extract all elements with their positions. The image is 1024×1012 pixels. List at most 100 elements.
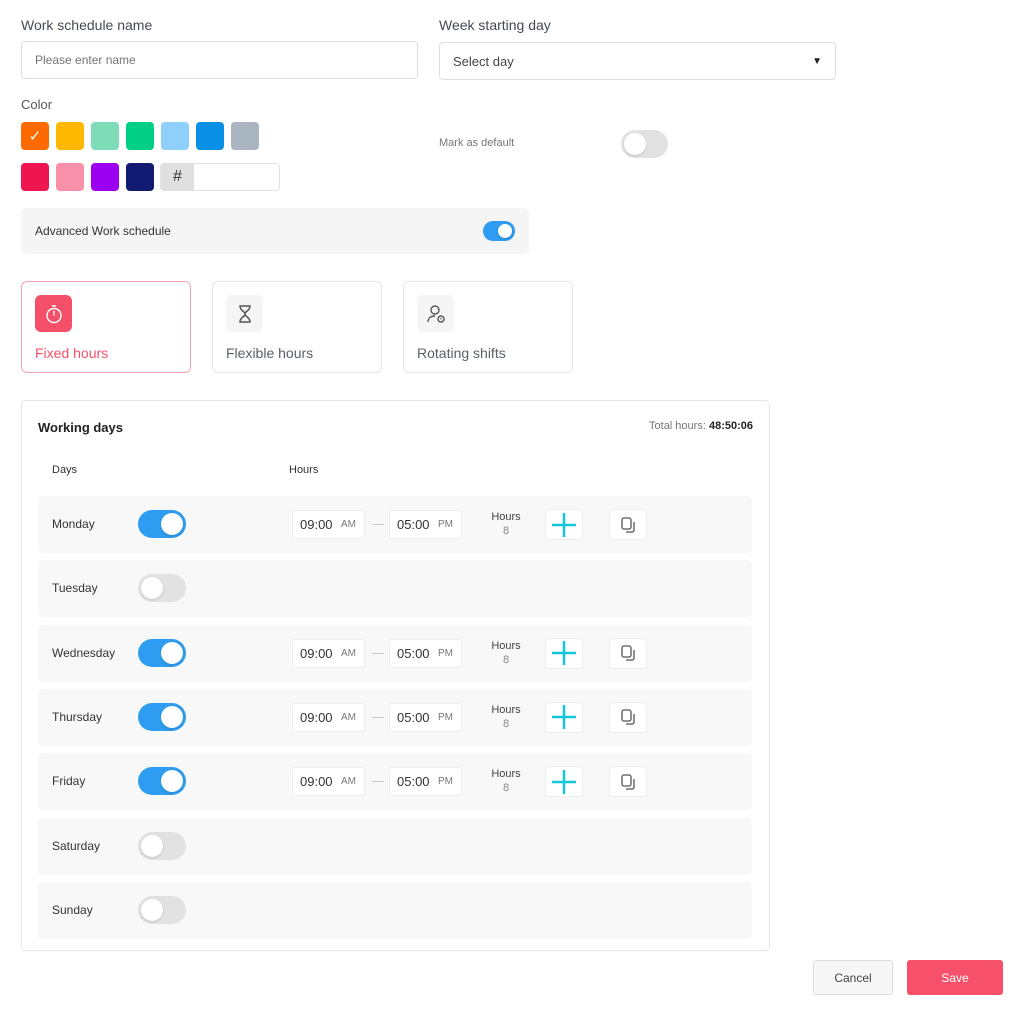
total-hours: Total hours: 48:50:06 [649, 420, 753, 432]
add-shift-button[interactable] [545, 766, 583, 798]
hours-value: 8 [502, 653, 510, 666]
day-name: Thursday [52, 709, 103, 724]
hours-label: Hours [491, 639, 521, 652]
copy-button[interactable] [609, 701, 647, 733]
type-rotating-shifts[interactable]: Rotating shifts [403, 281, 573, 373]
hex-color-input[interactable]: # [160, 163, 280, 191]
color-swatch[interactable] [126, 163, 154, 191]
end-time-input[interactable]: 05:00 PM [389, 510, 462, 539]
copy-button[interactable] [609, 509, 647, 540]
hours-label: Hours [491, 768, 521, 781]
end-ampm: PM [438, 776, 453, 788]
end-time-input[interactable]: 05:00 PM [389, 767, 462, 797]
start-time-input[interactable]: 09:00 AM [292, 510, 365, 539]
user-clock-icon [417, 295, 454, 332]
end-time-input[interactable]: 05:00 PM [389, 702, 462, 732]
save-button[interactable]: Save [907, 960, 1003, 995]
plus-icon [552, 641, 576, 666]
end-ampm: PM [438, 519, 453, 530]
color-swatch[interactable] [21, 163, 49, 191]
advanced-label: Advanced Work schedule [35, 224, 171, 238]
start-ampm: AM [341, 647, 356, 659]
color-swatch[interactable] [56, 163, 84, 191]
week-start-select[interactable]: Select day ▼ [439, 42, 836, 80]
end-time: 05:00 [397, 709, 430, 725]
advanced-panel: Advanced Work schedule [21, 208, 529, 254]
hours-count: Hours 8 [490, 639, 522, 667]
week-label: Week starting day [439, 17, 551, 33]
type-label: Flexible hours [226, 345, 314, 361]
day-toggle[interactable] [138, 574, 186, 603]
color-swatch[interactable]: ✓ [21, 122, 49, 150]
copy-icon [621, 645, 635, 661]
caret-down-icon: ▼ [812, 55, 822, 67]
day-name: Friday [52, 774, 86, 789]
copy-icon [621, 774, 635, 790]
end-time: 05:00 [397, 645, 430, 661]
hours-value: 8 [502, 525, 510, 537]
start-time-input[interactable]: 09:00 AM [292, 767, 365, 797]
start-time: 09:00 [300, 517, 333, 532]
start-time: 09:00 [300, 645, 333, 661]
hours-count: Hours 8 [490, 767, 522, 795]
add-shift-button[interactable] [545, 509, 583, 540]
day-row: Thursday 09:00 AM 05:00 PM Hours 8 [38, 688, 752, 746]
day-toggle[interactable] [138, 767, 186, 796]
type-label: Fixed hours [35, 345, 109, 361]
day-toggle[interactable] [138, 831, 186, 860]
day-row: Tuesday [38, 560, 752, 618]
type-flexible-hours[interactable]: Flexible hours [212, 281, 382, 373]
day-toggle[interactable] [138, 510, 186, 538]
add-shift-button[interactable] [545, 637, 583, 669]
default-label: Mark as default [439, 137, 515, 149]
end-time: 05:00 [397, 517, 430, 532]
day-row: Friday 09:00 AM 05:00 PM Hours 8 [38, 753, 752, 811]
color-swatch[interactable] [91, 122, 119, 150]
start-time-input[interactable]: 09:00 AM [292, 702, 365, 732]
type-label: Rotating shifts [417, 345, 506, 361]
advanced-toggle[interactable] [483, 221, 515, 241]
working-days-panel: Working days Total hours: 48:50:06 Days … [21, 400, 770, 951]
color-swatch[interactable] [126, 122, 154, 150]
day-name: Saturday [52, 838, 101, 853]
end-time: 05:00 [397, 774, 430, 790]
start-ampm: AM [341, 519, 356, 530]
hours-value: 8 [502, 782, 510, 795]
cancel-button[interactable]: Cancel [813, 960, 893, 995]
day-toggle[interactable] [138, 895, 186, 924]
color-swatch[interactable] [231, 122, 259, 150]
day-name: Sunday [52, 902, 93, 917]
hours-label: Hours [491, 511, 521, 523]
name-label: Work schedule name [21, 17, 153, 33]
end-ampm: PM [438, 711, 453, 723]
day-name: Wednesday [52, 645, 116, 660]
working-days-title: Working days [38, 420, 124, 435]
add-shift-button[interactable] [545, 701, 583, 733]
copy-button[interactable] [609, 766, 647, 798]
color-swatch[interactable] [196, 122, 224, 150]
color-swatch[interactable] [56, 122, 84, 150]
color-swatch[interactable] [161, 122, 189, 150]
start-time-input[interactable]: 09:00 AM [292, 638, 365, 668]
hash-prefix: # [161, 164, 194, 190]
schedule-name-input[interactable] [21, 41, 418, 79]
type-fixed-hours[interactable]: Fixed hours [21, 281, 191, 373]
day-toggle[interactable] [138, 638, 186, 667]
day-toggle[interactable] [138, 702, 186, 731]
total-hours-label: Total hours: [649, 420, 706, 432]
default-toggle[interactable] [621, 130, 668, 158]
hours-value: 8 [502, 717, 510, 730]
start-ampm: AM [341, 711, 356, 723]
end-time-input[interactable]: 05:00 PM [389, 638, 462, 668]
week-start-value: Select day [453, 53, 514, 69]
day-name: Tuesday [52, 581, 98, 596]
copy-button[interactable] [609, 637, 647, 669]
hours-label: Hours [491, 703, 521, 716]
day-row: Saturday [38, 817, 752, 875]
day-name: Monday [52, 517, 95, 531]
time-separator [372, 524, 384, 525]
color-swatch[interactable] [91, 163, 119, 191]
day-row: Sunday [38, 881, 752, 939]
hours-count: Hours 8 [490, 703, 522, 731]
copy-icon [621, 709, 635, 726]
